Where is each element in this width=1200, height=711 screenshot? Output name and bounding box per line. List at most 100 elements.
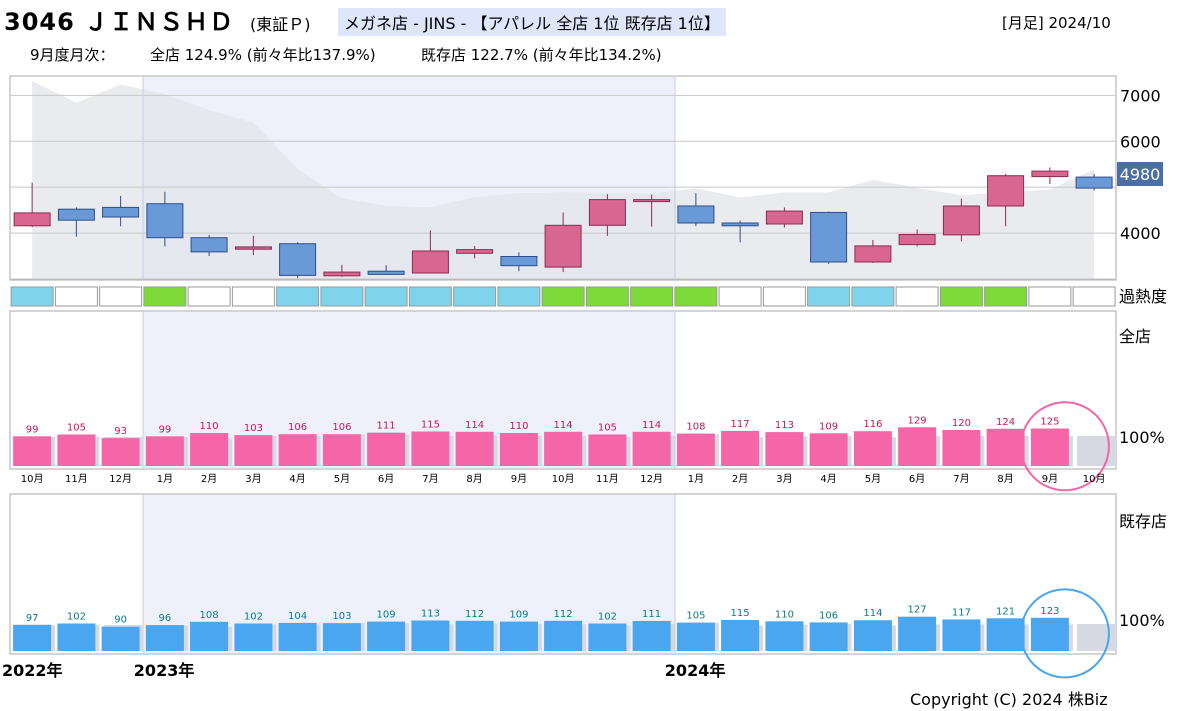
existing-stores-value-label-16: 115	[731, 608, 750, 619]
candle-body-12	[544, 224, 582, 268]
all-stores-bar-7	[322, 434, 361, 466]
existing-stores-bar-6	[278, 622, 317, 651]
existing-stores-bar-9	[411, 620, 450, 651]
all-stores-baseline-label: 100%	[1119, 428, 1165, 447]
candle-body-3	[146, 203, 184, 239]
candle-body-5	[234, 246, 272, 250]
all-stores-value-label-21: 120	[952, 418, 971, 429]
all-stores-value-label-17: 113	[775, 420, 794, 431]
all-stores-value-label-3: 99	[159, 424, 172, 435]
existing-stores-value-label-8: 109	[377, 610, 396, 621]
existing-stores-bar-17	[765, 621, 804, 651]
all-stores-value-label-9: 115	[421, 420, 440, 431]
existing-stores-bar-4	[190, 621, 229, 651]
y-tick-label-4000: 4000	[1120, 224, 1161, 243]
existing-stores-value-label-14: 111	[642, 609, 661, 620]
candle-body-8	[367, 270, 405, 275]
existing-stores-value-label-3: 96	[159, 613, 172, 624]
existing-stores-value-label-22: 121	[996, 606, 1015, 617]
existing-stores-value-label-7: 103	[332, 611, 351, 622]
heat-cell-1	[54, 286, 98, 307]
heat-cell-14	[630, 286, 674, 307]
all-stores-prior-bar-24	[1077, 436, 1118, 466]
existing-stores-value-label-11: 109	[509, 610, 528, 621]
existing-stores-value-label-9: 113	[421, 609, 440, 620]
heat-cell-23	[1028, 286, 1072, 307]
y-tick-label-6000: 6000	[1120, 132, 1161, 151]
heat-cell-3	[143, 286, 187, 307]
candle-body-13	[588, 199, 626, 226]
all-stores-bar-18	[809, 433, 848, 466]
existing-stores-title: 既存店	[1119, 512, 1167, 531]
heat-label: 過熱度	[1119, 287, 1167, 306]
month-label-0: 10月	[21, 473, 44, 485]
heat-cell-6	[276, 286, 320, 307]
heat-cell-0	[10, 286, 54, 307]
all-stores-bar-9	[411, 431, 450, 466]
all-stores-value-label-8: 111	[377, 421, 396, 432]
all-stores-bar-5	[234, 435, 273, 466]
all-stores-value-label-1: 105	[67, 423, 86, 434]
all-stores-value-label-20: 129	[908, 415, 927, 426]
candle-body-17	[765, 210, 803, 225]
candle-body-6	[279, 243, 317, 276]
all-stores-bar-20	[898, 427, 937, 466]
candle-body-22	[987, 175, 1025, 207]
year-label-2: 2024年	[665, 661, 726, 680]
existing-stores-value-label-10: 112	[465, 609, 484, 620]
all-stores-value-label-4: 110	[200, 421, 219, 432]
candle-body-1	[57, 208, 95, 221]
heat-cell-16	[718, 286, 762, 307]
existing-stores-value-label-12: 112	[554, 609, 573, 620]
existing-stores-value-label-15: 105	[686, 611, 705, 622]
candle-body-2	[102, 206, 140, 218]
existing-stores-value-label-6: 104	[288, 611, 307, 622]
existing-stores-bar-21	[942, 619, 981, 651]
year-label-1: 2023年	[134, 661, 195, 680]
month-label-9: 7月	[422, 473, 438, 485]
existing-stores-bar-2	[101, 626, 140, 651]
candle-body-15	[677, 205, 715, 224]
all-stores-bar-4	[190, 433, 229, 466]
all-stores-value-label-16: 117	[731, 419, 750, 430]
month-label-3: 1月	[157, 473, 173, 485]
month-label-22: 8月	[997, 473, 1013, 485]
month-label-19: 5月	[865, 473, 881, 485]
all-stores-value-label-0: 99	[26, 424, 39, 435]
heat-cell-13	[585, 286, 629, 307]
heat-cell-10	[453, 286, 497, 307]
heat-cell-17	[762, 286, 806, 307]
heat-cell-18	[807, 286, 851, 307]
heat-cell-5	[231, 286, 275, 307]
current-price-badge	[1117, 162, 1163, 186]
heat-indicator-row	[10, 286, 1116, 307]
existing-stores-summary: 既存店 122.7% (前々年比134.2%)	[421, 46, 662, 64]
existing-stores-value-label-1: 102	[67, 612, 86, 623]
all-stores-bar-6	[278, 434, 317, 466]
all-stores-bar-14	[632, 431, 671, 466]
existing-stores-value-label-19: 114	[863, 608, 882, 619]
all-stores-value-label-6: 106	[288, 422, 307, 433]
heat-cell-24	[1072, 286, 1116, 307]
all-stores-bar-21	[942, 430, 981, 466]
month-label-5: 3月	[245, 473, 261, 485]
all-stores-value-label-10: 114	[465, 420, 484, 431]
month-label-20: 6月	[909, 473, 925, 485]
month-label-13: 11月	[596, 473, 619, 485]
existing-stores-bar-20	[898, 616, 937, 651]
copyright: Copyright (C) 2024 株Biz	[910, 690, 1108, 709]
candle-body-4	[190, 237, 228, 253]
all-stores-bar-8	[367, 432, 406, 466]
all-stores-summary: 全店 124.9% (前々年比137.9%)	[150, 46, 376, 64]
candle-body-23	[1031, 170, 1069, 178]
all-stores-value-label-19: 116	[863, 419, 882, 430]
all-stores-value-label-11: 110	[509, 421, 528, 432]
existing-stores-bar-8	[367, 621, 406, 651]
stock-title: 3046 ＪＩＮＳＨＤ	[4, 8, 235, 36]
candle-body-24	[1075, 176, 1113, 189]
existing-stores-bar-1	[57, 623, 96, 651]
existing-stores-value-label-13: 102	[598, 612, 617, 623]
all-stores-bar-15	[676, 433, 715, 466]
category-badge: メガネ店 - JINS - 【アパレル 全店 1位 既存店 1位】	[338, 8, 726, 36]
all-stores-bar-3	[145, 436, 184, 466]
